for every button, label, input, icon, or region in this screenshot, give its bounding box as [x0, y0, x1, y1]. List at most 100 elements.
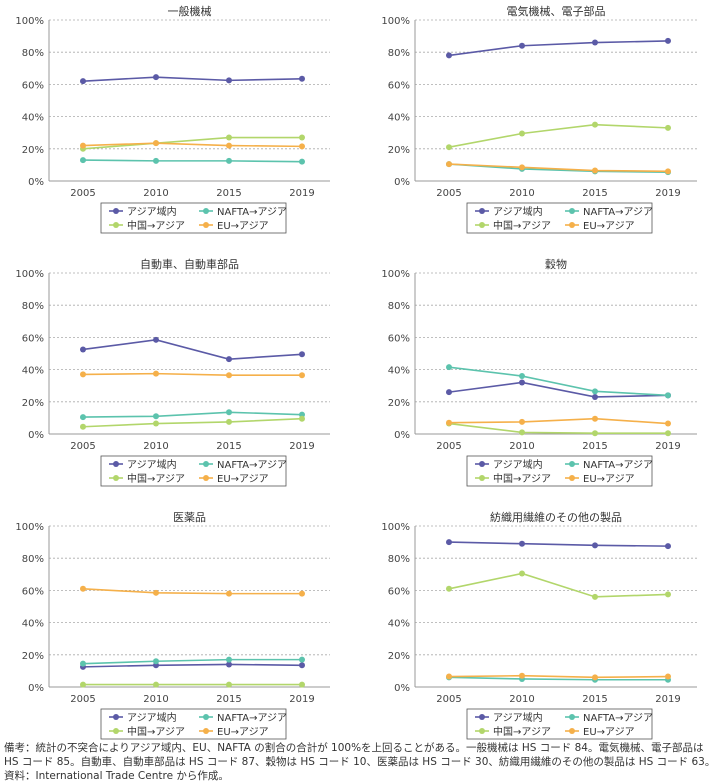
- note-source: 資料：International Trade Centre から作成。: [4, 770, 229, 782]
- data-point-eu: [446, 161, 452, 168]
- data-point-asia: [519, 540, 525, 547]
- series-line-eu: [448, 674, 669, 679]
- legend-marker-china: [113, 475, 119, 481]
- data-point-asia: [592, 39, 598, 46]
- legend-label-asia: アジア域内: [493, 458, 543, 471]
- data-point-asia: [665, 37, 671, 44]
- legend-box: [466, 202, 653, 234]
- legend-marker-eu: [569, 475, 575, 481]
- legend-label-china: 中国→アジア: [493, 219, 551, 232]
- data-point-nafta: [80, 157, 86, 164]
- data-point-nafta: [665, 392, 671, 399]
- legend-label-nafta: NAFTA→アジア: [217, 460, 287, 471]
- data-point-china: [226, 134, 232, 141]
- footnotes: 備考：統計の不突合によりアジア域内、EU、NAFTA の割合の合計が 100%を…: [4, 741, 716, 783]
- legend-label-nafta: NAFTA→アジア: [583, 207, 653, 218]
- x-tick-label: 2010: [509, 188, 534, 199]
- legend-marker-nafta: [203, 208, 209, 214]
- chart-title: 自動車、自動車部品: [140, 257, 239, 271]
- series-line-nafta: [448, 676, 668, 681]
- data-point-china: [299, 134, 305, 141]
- legend-marker-asia: [479, 714, 485, 720]
- x-tick-label: 2005: [436, 694, 461, 705]
- legend-label-nafta: NAFTA→アジア: [217, 713, 287, 724]
- y-tick-label: 20%: [388, 398, 410, 409]
- legend-label-eu: EU→アジア: [583, 727, 635, 738]
- series-line-asia: [82, 339, 303, 360]
- legend-box: [466, 708, 653, 740]
- y-tick-label: 60%: [388, 333, 410, 344]
- x-tick-label: 2019: [289, 694, 314, 705]
- legend-marker-asia: [113, 461, 119, 467]
- data-point-china: [665, 430, 671, 437]
- data-point-asia: [226, 661, 232, 668]
- y-tick-label: 0%: [394, 430, 410, 441]
- data-point-eu: [153, 140, 159, 147]
- legend-box: [100, 202, 287, 234]
- data-point-nafta: [80, 660, 86, 667]
- legend-marker-asia: [113, 208, 119, 214]
- data-point-eu: [80, 142, 86, 149]
- x-tick-label: 2015: [582, 694, 607, 705]
- chart-panel-2: 電気機械、電子部品 0% 20% 40% 60% 80% 100% 2005 2010 2015 2…: [381, 4, 697, 234]
- legend-box: [100, 708, 287, 740]
- y-tick-label: 40%: [388, 113, 410, 124]
- x-tick-label: 2005: [70, 694, 95, 705]
- data-point-asia: [299, 662, 305, 669]
- series-line-nafta: [82, 658, 302, 665]
- legend-label-nafta: NAFTA→アジア: [583, 460, 653, 471]
- data-point-asia: [665, 543, 671, 550]
- data-point-eu: [153, 589, 159, 596]
- y-tick-label: 60%: [388, 80, 410, 91]
- chart-panel-6: 紡織用繊維のその他の製品 0% 20% 40% 60% 80% 100% 2005 2010 20…: [381, 510, 697, 740]
- y-tick-label: 40%: [22, 366, 44, 377]
- chart-title: 医薬品: [173, 511, 206, 524]
- data-point-eu: [80, 371, 86, 378]
- y-tick-label: 20%: [22, 145, 44, 156]
- legend-label-eu: EU→アジア: [217, 474, 269, 485]
- data-point-china: [592, 430, 598, 437]
- data-point-nafta: [153, 157, 159, 164]
- series-line-eu: [448, 163, 669, 173]
- data-point-nafta: [226, 157, 232, 164]
- data-point-china: [519, 570, 525, 577]
- legend-label-eu: EU→アジア: [217, 727, 269, 738]
- data-point-asia: [80, 78, 86, 85]
- data-point-china: [80, 681, 86, 688]
- data-point-eu: [519, 672, 525, 679]
- legend-marker-asia: [479, 208, 485, 214]
- data-point-eu: [299, 372, 305, 379]
- data-point-eu: [226, 142, 232, 149]
- data-point-china: [665, 591, 671, 598]
- data-point-eu: [665, 673, 671, 680]
- y-tick-label: 100%: [15, 269, 44, 280]
- data-point-asia: [592, 393, 598, 400]
- data-point-asia: [226, 356, 232, 363]
- legend-label-eu: EU→アジア: [583, 474, 635, 485]
- legend-marker-china: [479, 728, 485, 734]
- y-tick-label: 20%: [388, 145, 410, 156]
- data-point-eu: [226, 372, 232, 379]
- data-point-eu: [592, 167, 598, 174]
- data-point-china: [519, 130, 525, 137]
- data-point-eu: [665, 420, 671, 427]
- legend-label-nafta: NAFTA→アジア: [217, 207, 287, 218]
- y-tick-label: 100%: [381, 16, 410, 27]
- legend-label-eu: EU→アジア: [217, 221, 269, 232]
- y-tick-label: 80%: [388, 301, 410, 312]
- data-point-asia: [153, 74, 159, 81]
- legend-marker-nafta: [569, 208, 575, 214]
- data-point-eu: [519, 164, 525, 171]
- y-tick-label: 0%: [28, 430, 44, 441]
- data-point-asia: [592, 542, 598, 549]
- data-point-nafta: [153, 413, 159, 420]
- note-remarks: 備考：統計の不突合によりアジア域内、EU、NAFTA の割合の合計が 100%を…: [4, 742, 716, 768]
- legend-marker-eu: [203, 728, 209, 734]
- data-point-nafta: [519, 373, 525, 380]
- y-tick-label: 60%: [22, 80, 44, 91]
- x-tick-label: 2015: [216, 441, 241, 452]
- legend-marker-china: [113, 728, 119, 734]
- legend-label-asia: アジア域内: [127, 205, 177, 218]
- y-tick-label: 20%: [22, 651, 44, 662]
